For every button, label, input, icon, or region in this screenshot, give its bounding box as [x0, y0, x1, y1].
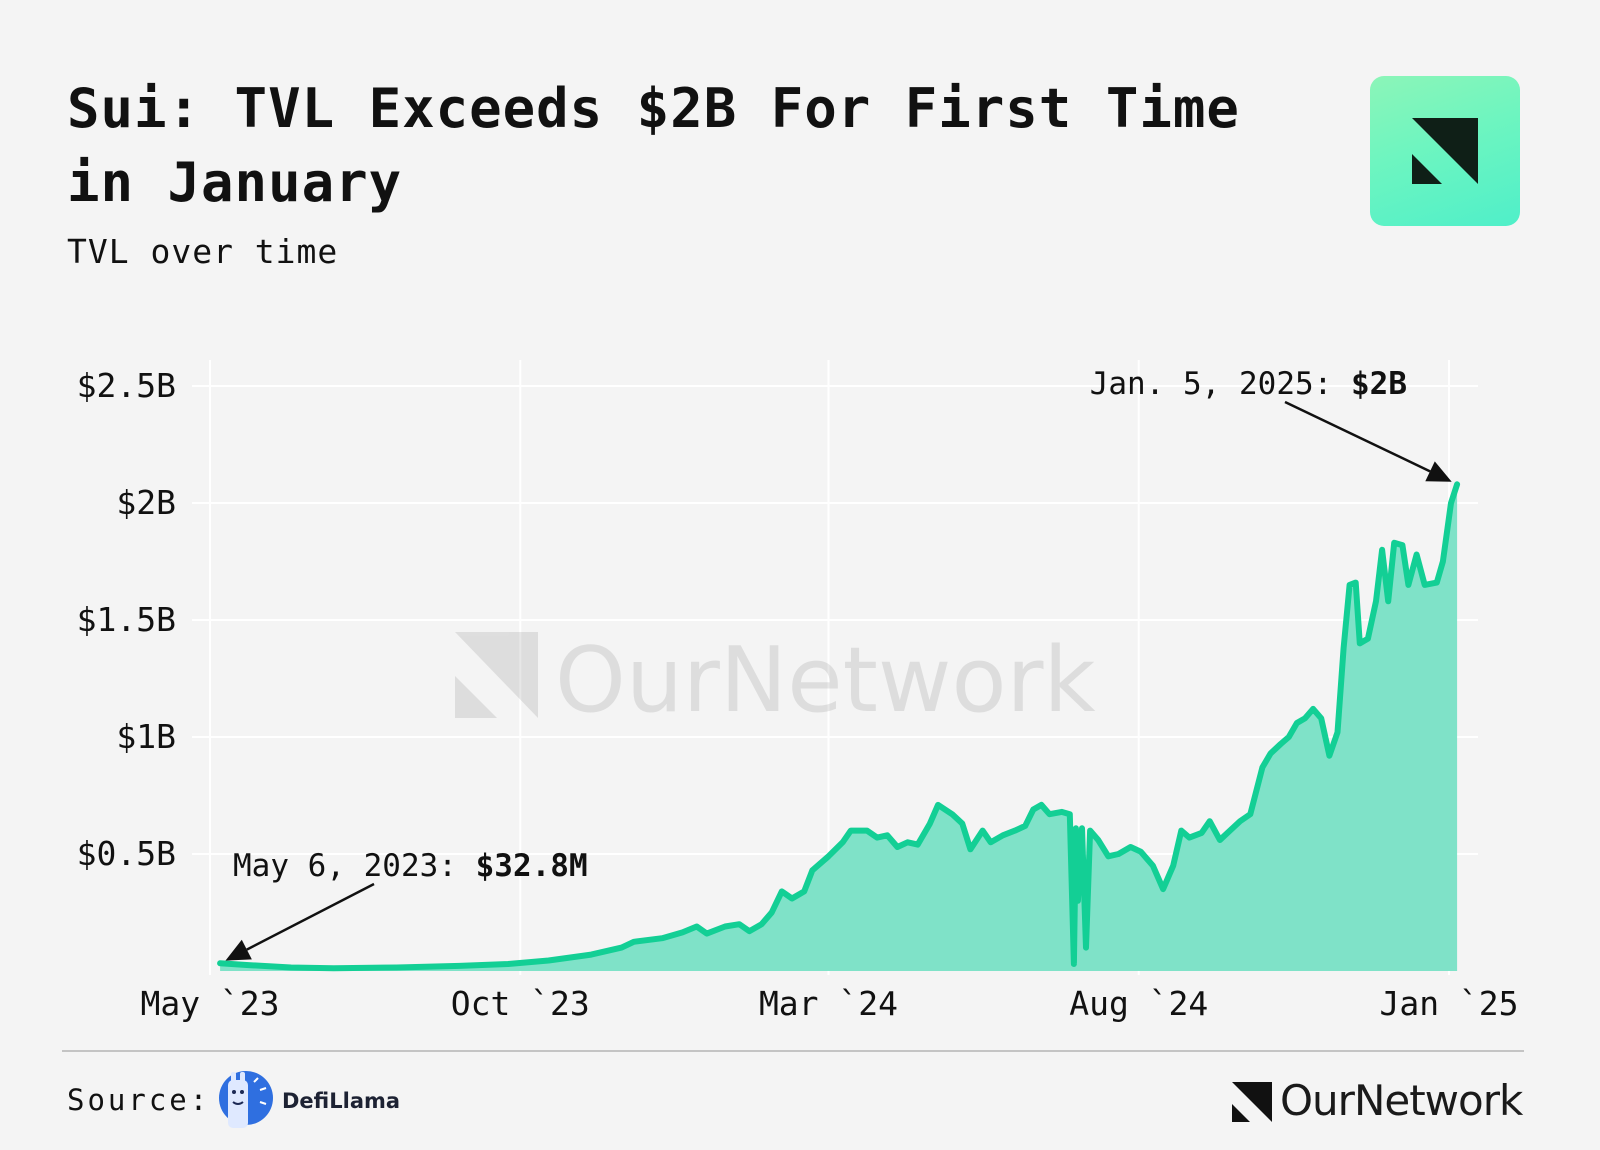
annotation-date: May 6, 2023: — [233, 848, 476, 884]
series-line-0 — [217, 481, 1461, 972]
ournetwork-watermark-icon-corner — [455, 676, 497, 718]
ournetwork-logo-tile — [1370, 76, 1520, 226]
annotation-value: $2B — [1351, 366, 1407, 402]
ournetwork-watermark-text: OurNetwork — [555, 628, 1096, 733]
series-area-0 — [220, 484, 1458, 971]
ournetwork-watermark: OurNetwork — [455, 628, 1096, 733]
ournetwork-logo-icon — [1412, 118, 1478, 184]
source-label: Source: — [67, 1083, 211, 1117]
footer-divider — [62, 1050, 1524, 1052]
x-tick-label: May `23 — [140, 984, 279, 1023]
annotation-label-1: Jan. 5, 2025: $2B — [1090, 366, 1407, 402]
annotation-label-0: May 6, 2023: $32.8M — [233, 848, 588, 884]
annotation-arrowhead-0 — [225, 939, 252, 961]
x-tick-label: Oct `23 — [451, 984, 590, 1023]
ournetwork-footer-name: OurNetwork — [1280, 1076, 1523, 1125]
annotation-date: Jan. 5, 2025: — [1090, 366, 1351, 402]
annotation-arrow-1 — [1284, 400, 1431, 473]
y-tick-label: $0.5B — [77, 834, 176, 873]
annotation-arrow-0 — [246, 882, 375, 951]
x-tick-label: Mar `24 — [759, 984, 898, 1023]
y-axis-ticks: $0.5B $1B $1.5B $2B $2.5B — [77, 366, 176, 873]
annotation-arrowhead-1 — [1425, 461, 1452, 482]
ournetwork-footer-icon — [1232, 1082, 1272, 1122]
tvl-chart: OurNetwork $0.5B $1B $1.5B $2B $2.5B May `23… — [77, 360, 1519, 1023]
y-tick-label: $2.5B — [77, 366, 176, 405]
x-tick-label: Jan `25 — [1379, 984, 1518, 1023]
annotation-value: $32.8M — [476, 848, 588, 884]
x-axis-ticks: May `23 Oct `23 Mar `24 Aug `24 Jan `25 — [140, 984, 1518, 1023]
y-tick-label: $1.5B — [77, 600, 176, 639]
defillama-llama-icon — [219, 1071, 273, 1128]
defillama-name: DefiLlama — [282, 1089, 401, 1113]
y-tick-label: $2B — [116, 483, 176, 522]
series-tvl — [217, 481, 1461, 972]
ournetwork-watermark-icon — [455, 632, 538, 718]
chart-title: Sui: TVL Exceeds $2B For First Time in J… — [67, 77, 1240, 214]
chart-subtitle: TVL over time — [67, 232, 339, 271]
x-tick-label: Aug `24 — [1069, 984, 1208, 1023]
y-tick-label: $1B — [116, 717, 176, 756]
annotations: May 6, 2023: $32.8M Jan. 5, 2025: $2B — [225, 366, 1452, 961]
